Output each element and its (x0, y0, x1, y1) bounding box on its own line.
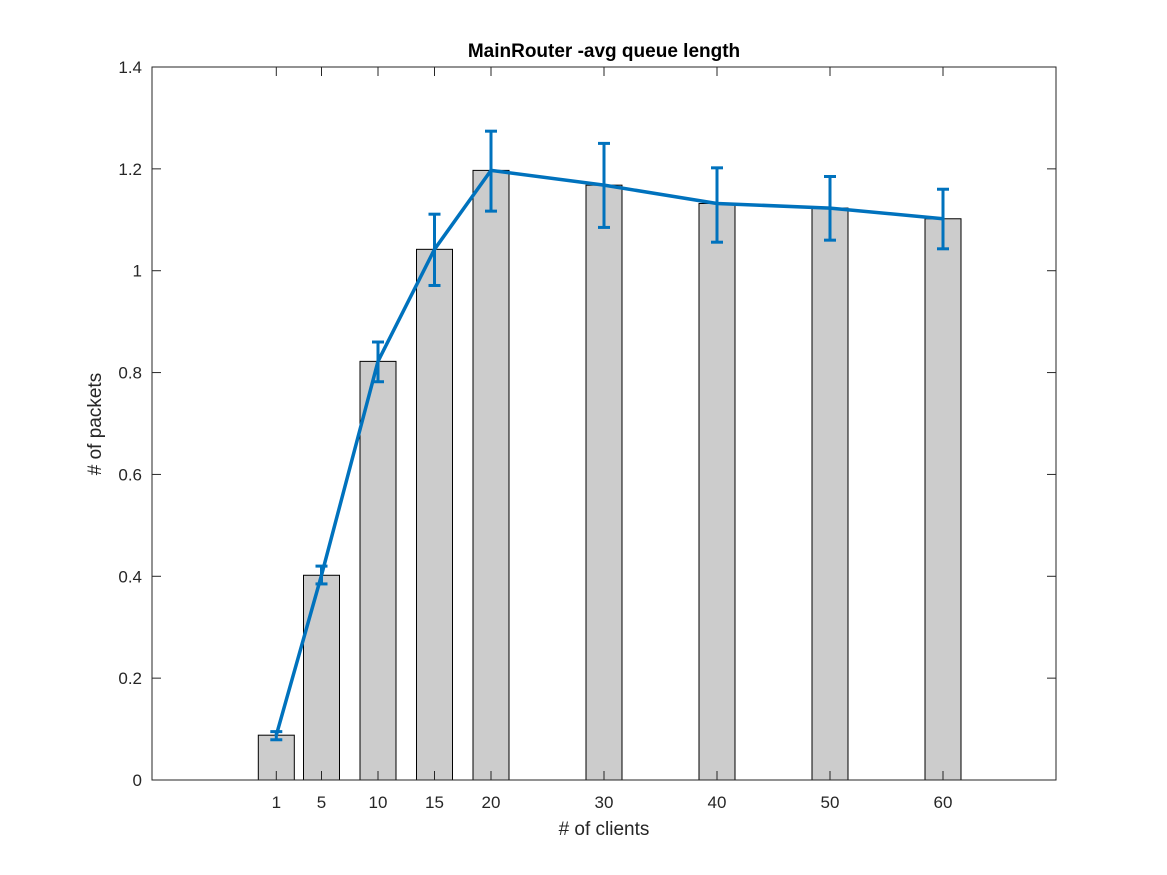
y-tick-label-1.4: 1.4 (118, 58, 142, 77)
y-tick-label-0.6: 0.6 (118, 465, 142, 484)
series-line (274, 168, 945, 737)
chart-title: MainRouter -avg queue length (468, 41, 740, 62)
bar-50 (811, 207, 849, 781)
y-tick-label-0.2: 0.2 (118, 669, 142, 688)
x-tick-label-5: 5 (317, 793, 326, 812)
bar-60 (924, 218, 962, 781)
bar-30 (585, 184, 623, 781)
line-layer (274, 168, 945, 737)
bar-10 (359, 360, 397, 781)
bar-5 (303, 574, 340, 781)
bar-20 (472, 169, 510, 781)
x-tick-label-15: 15 (425, 793, 444, 812)
x-axis-ticks: 1 5 10 15 20 30 40 50 60 (272, 67, 953, 812)
x-tick-label-10: 10 (369, 793, 388, 812)
y-axis-ticks: 0 0.2 0.4 0.6 0.8 1 1.2 1.4 (118, 58, 1056, 790)
y-tick-label-0: 0 (133, 771, 142, 790)
x-tick-label-40: 40 (708, 793, 727, 812)
x-tick-label-30: 30 (595, 793, 614, 812)
x-tick-label-1: 1 (272, 793, 281, 812)
x-tick-label-60: 60 (934, 793, 953, 812)
bar-15 (416, 248, 453, 781)
x-tick-label-20: 20 (482, 793, 501, 812)
y-tick-label-0.8: 0.8 (118, 364, 142, 383)
x-tick-label-50: 50 (821, 793, 840, 812)
y-tick-label-1.2: 1.2 (118, 160, 142, 179)
y-tick-label-0.4: 0.4 (118, 567, 142, 586)
x-axis-label: # of clients (559, 819, 650, 840)
y-axis-label: # of packets (85, 373, 106, 475)
bar-40 (698, 202, 736, 781)
y-tick-label-1: 1 (133, 262, 142, 281)
